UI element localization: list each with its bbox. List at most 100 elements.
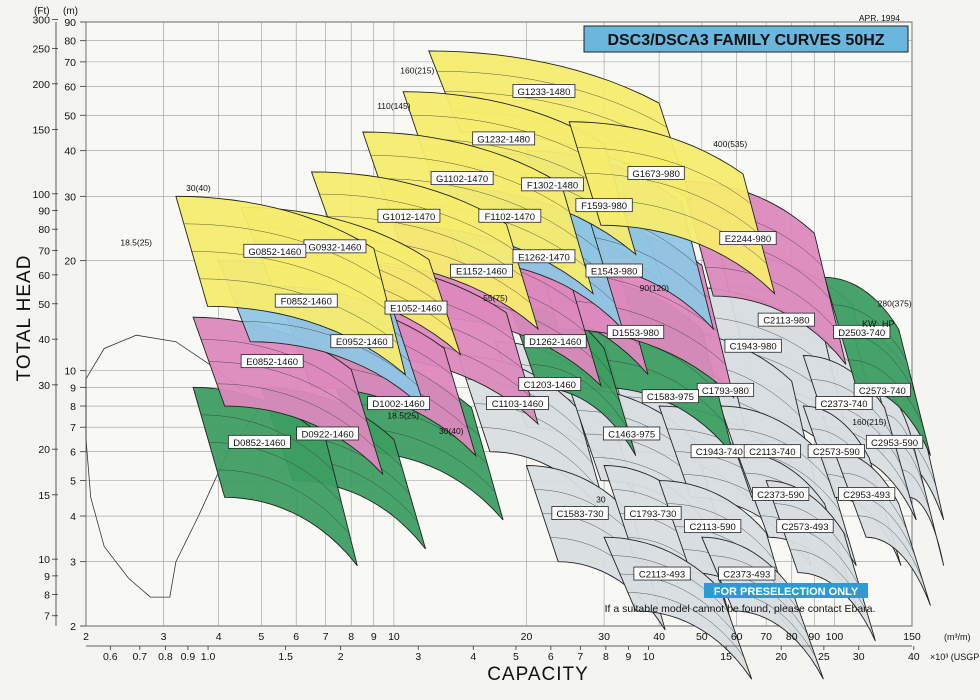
model-label-G1012-1470: G1012-1470 [383,212,436,223]
model-label-box [518,377,582,391]
model-label-D0922-1460: D0922-1460 [301,429,353,440]
model-label-box [718,566,776,581]
model-label-C2573-740: C2573-740 [859,386,906,397]
model-label-C1463-975: C1463-975 [608,429,655,440]
x-tick-m3: 5 [258,631,264,643]
impeller-curve [550,299,726,365]
model-label-C2113-493: C2113-493 [639,570,685,581]
impeller-curve [584,173,759,234]
x-unit-usgpm: ×10³ (USGPM) [930,652,980,662]
model-label-C1583-730: C1583-730 [557,509,604,520]
impeller-curve [774,503,852,560]
y-tick-m: 70 [64,57,76,69]
model-label-box [523,334,587,349]
model-label-box [472,131,536,146]
model-label-box [757,312,815,327]
motor-label: 160(215) [852,417,886,427]
model-label-box [330,334,394,349]
y-unit-m: (m) [63,6,78,17]
model-label-box [752,487,810,501]
model-label-box [486,396,549,410]
model-label-box [776,519,834,534]
x-tick-usgpm: 15 [720,651,732,663]
y-tick-m: 20 [64,256,76,268]
x-tick-m3: 30 [598,631,610,643]
y-axis: 2 3 4 5 6 7 8 9 10 20 30 40 50 60 70 80 90 7 8 9 10 15 20 30 40 5… [14,6,86,633]
x-tick-usgpm: 8 [603,651,609,663]
y-tick-ft: 50 [38,299,50,311]
x-tick-m3: 40 [653,631,665,643]
model-label-box [430,171,494,186]
impeller-curve [200,339,360,396]
model-label-box [227,434,291,449]
model-label-D2503-740: D2503-740 [838,328,885,339]
impeller-curve [727,428,833,486]
y-tick-m: 6 [70,447,76,459]
kw-header: KW [862,319,877,329]
impeller-curve [191,251,390,312]
model-label-C2953-493: C2953-493 [843,490,890,501]
impeller-curve [319,193,515,251]
y-tick-m: 30 [64,191,76,203]
model-label-box [807,444,865,459]
model-label-G1232-1480: G1232-1480 [477,134,530,145]
model-label-E1152-1460: E1152-1460 [456,267,507,278]
motor-labels: 160(215) 110(145) 30(40) 18.5(25) 400(535) 28… [120,66,911,505]
model-label-box [274,293,338,308]
model-label-C2113-980: C2113-980 [763,316,809,327]
model-label-E1543-980: E1543-980 [591,267,637,278]
model-label-G1233-1480: G1233-1480 [518,87,571,98]
y-tick-m: 8 [70,401,76,413]
x-tick-usgpm: 4 [470,651,476,663]
model-label-F1593-980: F1593-980 [581,201,627,212]
model-label-box [384,300,448,315]
hp-header: HP [882,319,895,329]
impeller-curve [200,414,334,472]
notes: FOR PRESELECTION ONLY If a suitable model… [605,583,875,615]
y-tick-ft: 40 [38,334,50,346]
model-label-box [243,243,307,258]
y-tick-ft: 150 [32,124,50,136]
y-tick-ft: 70 [38,245,50,257]
y-tick-ft: 80 [38,224,50,236]
model-label-box [633,566,691,581]
impeller-curve [370,155,570,212]
impeller-curve [848,359,923,425]
y-tick-m: 80 [64,36,76,48]
model-label-box [603,426,661,441]
y-tick-ft: 9 [44,571,50,583]
model-label-C2373-493: C2373-493 [723,570,770,581]
model-label-C2113-740: C2113-740 [749,447,795,458]
model-label-G0932-1460: G0932-1460 [309,242,362,253]
impeller-curve [242,321,418,386]
model-label-box [512,249,576,264]
x-tick-usgpm: 7 [577,651,583,663]
motor-label: 160(215) [400,66,434,76]
impeller-curve [183,223,382,281]
impeller-curve [858,515,923,581]
y-tick-m: 2 [70,621,76,633]
impeller-curve [216,383,376,449]
y-tick-ft: 20 [38,444,50,456]
impeller-curve [534,489,642,546]
model-label-box [641,389,699,404]
model-label-C1103-1460: C1103-1460 [492,399,544,410]
model-label-G0852-1460: G0852-1460 [248,247,301,258]
model-label-box [624,506,682,520]
y-tick-m: 10 [64,366,76,378]
model-label-G1673-980: G1673-980 [632,169,680,180]
model-label-box [719,231,777,246]
model-label-box [478,208,542,223]
y-tick-m: 4 [70,511,76,523]
impeller-curve [811,379,893,436]
model-label-D1002-1460: D1002-1460 [372,399,424,410]
y-tick-ft: 60 [38,270,50,282]
y-tick-ft: 30 [38,380,50,392]
y-tick-ft: 100 [32,189,50,201]
model-label-box [853,382,911,397]
motor-label: 30(40) [186,183,211,193]
y-tick-ft: 15 [38,490,50,502]
model-label-box [240,354,304,369]
x-tick-m3: 150 [903,631,921,643]
x-axis-title: CAPACITY [487,664,589,685]
